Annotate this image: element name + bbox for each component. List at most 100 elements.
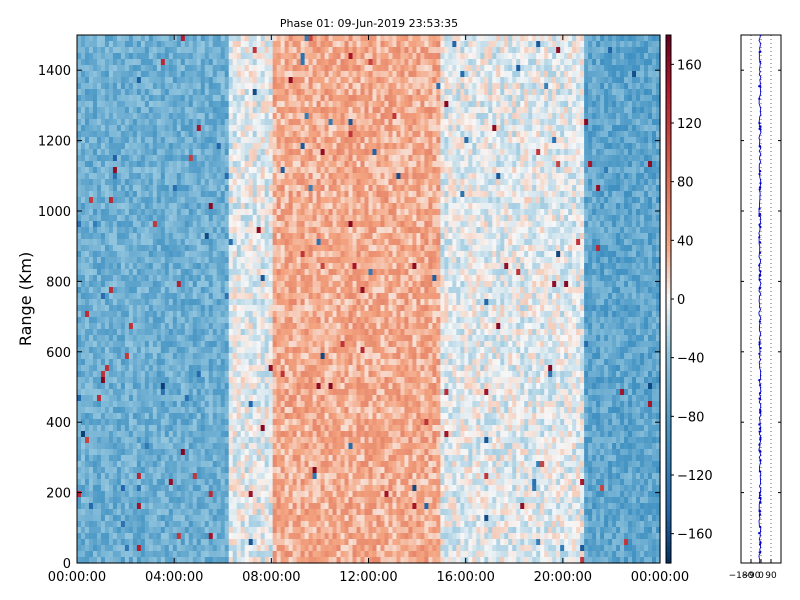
heatmap-cell bbox=[184, 323, 190, 330]
heatmap-cell bbox=[232, 383, 238, 390]
heatmap-cell bbox=[264, 371, 270, 378]
heatmap-cell bbox=[184, 389, 190, 396]
heatmap-cell bbox=[212, 269, 218, 276]
heatmap-cell bbox=[280, 251, 286, 258]
heatmap-cell bbox=[168, 257, 174, 264]
heatmap-cell bbox=[232, 71, 238, 78]
heatmap-cell bbox=[292, 83, 298, 90]
heatmap-cell bbox=[252, 245, 258, 252]
heatmap-cell bbox=[272, 101, 278, 108]
heatmap-cell bbox=[296, 107, 302, 114]
heatmap-cell bbox=[252, 197, 258, 204]
heatmap-cell bbox=[96, 491, 102, 498]
heatmap-cell bbox=[200, 347, 206, 354]
heatmap-cell bbox=[232, 245, 238, 252]
heatmap-cell bbox=[192, 155, 198, 162]
heatmap-cell bbox=[180, 227, 186, 234]
heatmap-cell bbox=[284, 209, 290, 216]
heatmap-cell bbox=[276, 449, 282, 456]
heatmap-cell bbox=[240, 377, 246, 384]
heatmap-cell bbox=[108, 269, 114, 276]
heatmap-cell bbox=[100, 389, 106, 396]
heatmap-cell bbox=[84, 425, 90, 432]
heatmap-cell bbox=[260, 515, 266, 522]
heatmap-cell bbox=[108, 557, 114, 564]
heatmap-cell bbox=[108, 287, 114, 294]
heatmap-cell bbox=[120, 455, 126, 462]
heatmap-cell bbox=[200, 281, 206, 288]
heatmap-cell bbox=[180, 545, 186, 552]
heatmap-cell bbox=[92, 401, 98, 408]
heatmap-cell bbox=[116, 263, 122, 270]
heatmap-cell bbox=[232, 113, 238, 120]
heatmap-cell bbox=[244, 89, 250, 96]
heatmap-cell bbox=[212, 401, 218, 408]
heatmap-cell bbox=[88, 473, 94, 480]
heatmap-cell bbox=[232, 131, 238, 138]
heatmap-cell bbox=[96, 545, 102, 552]
heatmap-cell bbox=[120, 467, 126, 474]
heatmap-cell bbox=[208, 143, 214, 150]
heatmap-cell bbox=[144, 449, 150, 456]
heatmap-cell bbox=[260, 383, 266, 390]
heatmap-cell bbox=[268, 377, 274, 384]
heatmap-cell bbox=[180, 203, 186, 210]
heatmap-cell bbox=[260, 395, 266, 402]
heatmap-cell bbox=[224, 167, 230, 174]
heatmap-cell bbox=[220, 383, 226, 390]
heatmap-cell bbox=[144, 71, 150, 78]
heatmap-cell bbox=[224, 95, 230, 102]
heatmap-cell bbox=[184, 383, 190, 390]
heatmap-cell bbox=[296, 137, 302, 144]
heatmap-cell bbox=[200, 113, 206, 120]
heatmap-cell bbox=[84, 515, 90, 522]
heatmap-cell bbox=[112, 221, 118, 228]
heatmap-cell bbox=[84, 413, 90, 420]
heatmap-cell bbox=[88, 83, 94, 90]
heatmap-cell bbox=[236, 287, 242, 294]
heatmap-cell bbox=[100, 473, 106, 480]
heatmap-cell bbox=[100, 71, 106, 78]
heatmap-cell bbox=[152, 83, 158, 90]
heatmap-cell bbox=[172, 95, 178, 102]
heatmap-cell bbox=[212, 329, 218, 336]
heatmap-cell bbox=[188, 407, 194, 414]
heatmap-cell bbox=[216, 533, 222, 540]
heatmap-cell bbox=[196, 455, 202, 462]
heatmap-cell bbox=[200, 155, 206, 162]
heatmap-cell bbox=[164, 227, 170, 234]
heatmap-cell bbox=[100, 197, 106, 204]
heatmap-cell bbox=[272, 185, 278, 192]
heatmap-cell bbox=[264, 293, 270, 300]
heatmap-cell bbox=[132, 287, 138, 294]
heatmap-cell bbox=[292, 131, 298, 138]
heatmap-cell bbox=[236, 371, 242, 378]
heatmap-cell bbox=[168, 341, 174, 348]
heatmap-cell bbox=[208, 41, 214, 48]
heatmap-cell bbox=[192, 311, 198, 318]
heatmap-cell bbox=[140, 239, 146, 246]
heatmap-cell bbox=[160, 263, 166, 270]
heatmap-cell bbox=[272, 527, 278, 534]
heatmap-cell bbox=[132, 77, 138, 84]
heatmap-cell bbox=[196, 323, 202, 330]
heatmap-cell bbox=[156, 503, 162, 510]
heatmap-cell bbox=[88, 515, 94, 522]
heatmap-cell bbox=[248, 245, 254, 252]
heatmap-cell bbox=[260, 107, 266, 114]
heatmap-cell bbox=[164, 161, 170, 168]
heatmap-cell bbox=[200, 179, 206, 186]
heatmap-cell bbox=[196, 143, 202, 150]
heatmap-cell bbox=[172, 557, 178, 564]
heatmap-cell bbox=[232, 185, 238, 192]
heatmap-cell bbox=[128, 335, 134, 342]
heatmap-cell bbox=[156, 509, 162, 516]
heatmap-cell bbox=[96, 149, 102, 156]
heatmap-cell bbox=[100, 47, 106, 54]
heatmap-cell bbox=[180, 365, 186, 372]
heatmap-cell bbox=[288, 497, 294, 504]
heatmap-cell bbox=[224, 407, 230, 414]
heatmap-cell bbox=[196, 539, 202, 546]
heatmap-cell bbox=[284, 551, 290, 558]
heatmap-cell bbox=[184, 527, 190, 534]
